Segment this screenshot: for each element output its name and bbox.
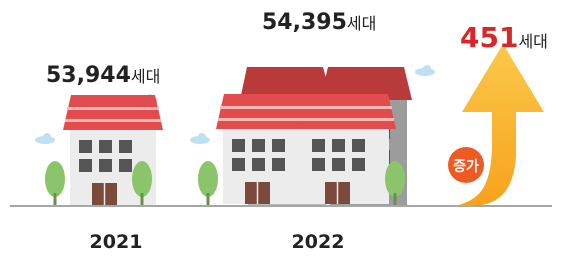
cloud [35, 133, 55, 144]
infographic: 증가 53,944세대 54,395세대 451세대 2021 2022 [0, 0, 562, 257]
badge-text: 증가 [453, 159, 479, 175]
cloud [190, 133, 210, 144]
year-label: 2021 [90, 231, 143, 253]
unit: 세대 [518, 32, 547, 51]
tree [45, 161, 65, 205]
count: 54,395 [262, 10, 347, 35]
increase-label: 451세대 [460, 21, 548, 54]
cloud [415, 65, 435, 76]
increase-count: 451 [460, 21, 518, 54]
tree [198, 161, 218, 205]
unit: 세대 [347, 14, 376, 33]
count-label: 53,944세대 [46, 63, 160, 88]
unit: 세대 [131, 67, 160, 86]
count: 53,944 [46, 63, 131, 88]
year-label: 2022 [292, 231, 345, 253]
house [296, 94, 396, 204]
count-label: 54,395세대 [262, 10, 376, 35]
